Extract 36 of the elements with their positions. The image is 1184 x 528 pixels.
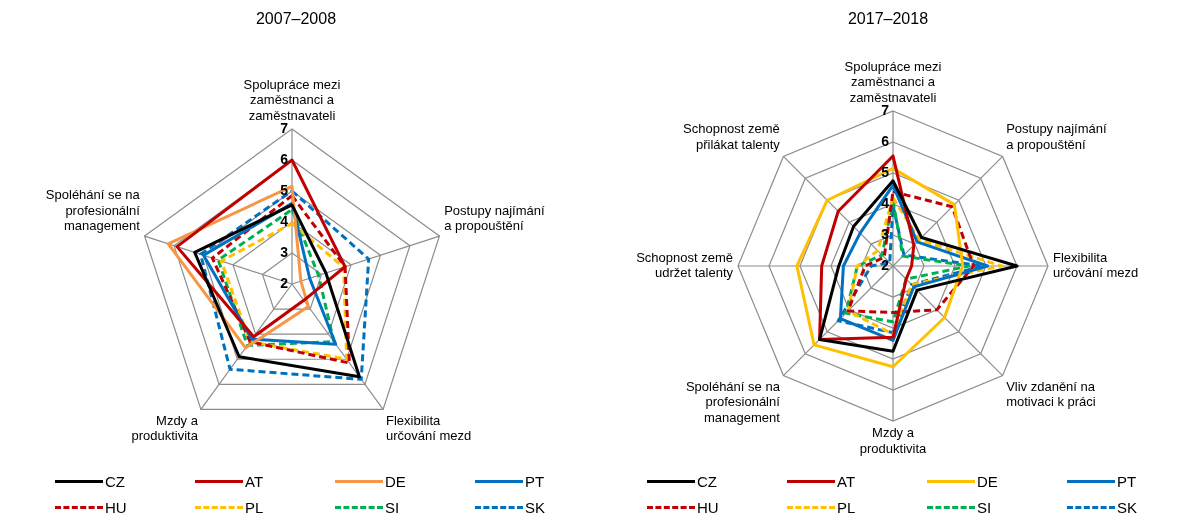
spoke-label: Vliv zdanění na motivaci k práci — [1006, 378, 1096, 410]
y-tick-label: 4 — [881, 194, 890, 211]
spoke-label: Flexibilita určování mezd — [386, 412, 472, 444]
y-tick-label: 2 — [280, 274, 289, 291]
legend-label: SK — [1117, 498, 1138, 516]
legend-label: HU — [697, 498, 719, 516]
spoke-label: Schopnost země udržet talenty — [636, 249, 734, 281]
legend-label: DE — [977, 472, 998, 490]
spoke-label: Postupy najímání a propouštění — [444, 202, 545, 234]
spoke-label: Spoléhání se na profesionální management — [685, 378, 781, 425]
legend-label: CZ — [697, 472, 717, 490]
legend-label: SI — [977, 498, 992, 516]
legend-label: SI — [385, 498, 400, 516]
y-tick-label: 5 — [280, 181, 289, 198]
legend-label: PL — [245, 498, 264, 516]
y-tick-label: 4 — [280, 212, 289, 229]
spoke-label: Flexibilita určování mezd — [1053, 249, 1139, 281]
chart-title: 2007–2008 — [255, 10, 337, 28]
y-tick-label: 6 — [280, 150, 289, 167]
spoke-label: Mzdy a produktivita — [131, 412, 199, 444]
legend-label: CZ — [105, 472, 125, 490]
y-tick-label: 3 — [280, 243, 289, 260]
legend-label: PL — [837, 498, 856, 516]
legend-label: DE — [385, 472, 406, 490]
chart-title: 2017–2018 — [847, 10, 929, 28]
y-tick-label: 6 — [881, 132, 890, 149]
spoke-label: Spoléhání se na profesionální management — [45, 187, 141, 234]
legend-label: AT — [245, 472, 264, 490]
legend-label: AT — [837, 472, 856, 490]
legend-label: PT — [1117, 472, 1137, 490]
spoke-label: Mzdy a produktivita — [859, 425, 928, 456]
legend-label: PT — [525, 472, 545, 490]
legend-label: SK — [525, 498, 546, 516]
spoke-label: Schopnost země přilákat talenty — [683, 121, 781, 152]
legend-label: HU — [105, 498, 127, 516]
spoke-label: Postupy najímání a propouštění — [1006, 121, 1107, 152]
